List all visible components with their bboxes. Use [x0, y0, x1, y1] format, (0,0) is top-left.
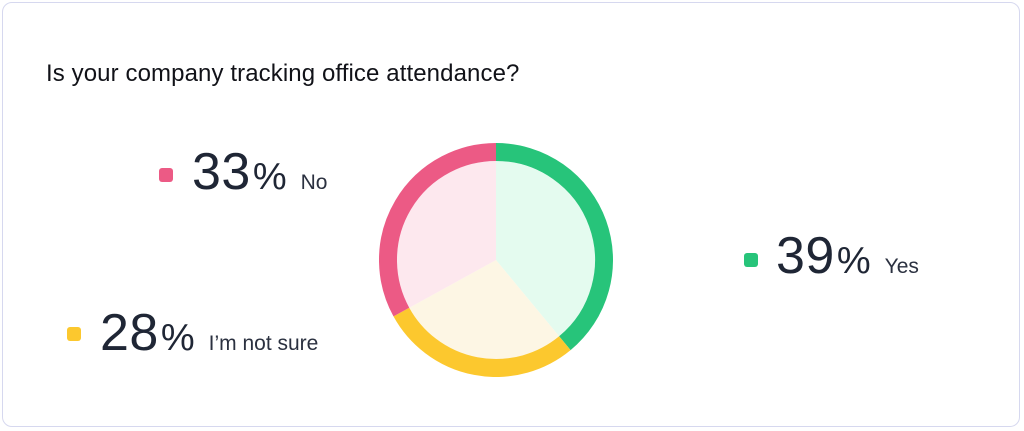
pie-slice-yes	[496, 161, 595, 337]
legend-value-not-sure: 28	[100, 304, 159, 362]
legend-item-no: 33 % No	[192, 146, 328, 198]
legend-label-no: No	[300, 171, 328, 194]
legend-item-yes: 39 % Yes	[776, 230, 919, 282]
legend-label-not-sure: I’m not sure	[208, 332, 319, 355]
pie-ring-i-m-not-sure	[393, 307, 571, 377]
legend-label-yes: Yes	[884, 255, 919, 278]
pie-ring-no	[379, 143, 497, 317]
legend-swatch-yes	[744, 253, 758, 267]
pie-ring-yes	[495, 143, 613, 351]
chart-title: Is your company tracking office attendan…	[46, 60, 520, 87]
pie-chart	[379, 143, 613, 377]
legend-unit-not-sure: %	[160, 317, 195, 359]
legend-item-not-sure: 28 % I’m not sure	[100, 307, 318, 359]
legend-value-no: 33	[192, 143, 251, 201]
legend-unit-no: %	[252, 156, 287, 198]
pie-slice-no	[397, 161, 496, 308]
legend-value-yes: 39	[776, 227, 835, 285]
legend-unit-yes: %	[836, 240, 871, 282]
legend-swatch-no	[159, 168, 173, 182]
pie-slice-i-m-not-sure	[409, 260, 560, 360]
legend-swatch-not-sure	[67, 327, 81, 341]
